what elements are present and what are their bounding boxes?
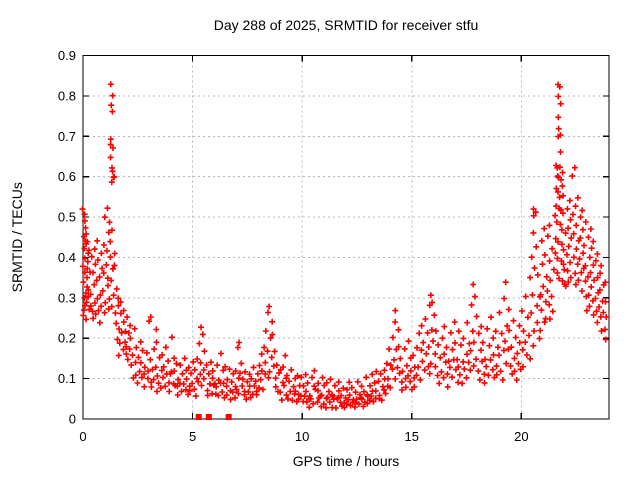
chart-title: Day 288 of 2025, SRMTID for receiver stf… — [214, 17, 479, 33]
y-tick-label: 0.9 — [58, 48, 76, 63]
x-tick-label: 20 — [514, 429, 528, 444]
gridlines — [83, 55, 609, 419]
tick-marks — [82, 54, 609, 420]
y-tick-label: 0.3 — [58, 290, 76, 305]
y-axis-label: SRMTID / TECUs — [9, 182, 25, 292]
x-tick-labels: 0 5 10 15 20 — [79, 429, 528, 444]
y-tick-label: 0.6 — [58, 169, 76, 184]
y-tick-label: 0.1 — [58, 371, 76, 386]
y-tick-label: 0.4 — [58, 250, 76, 265]
y-tick-label: 0 — [69, 412, 76, 427]
x-axis-label: GPS time / hours — [293, 453, 400, 469]
x-tick-label: 10 — [295, 429, 309, 444]
scatter-series-flagged-zero — [195, 414, 232, 420]
plot-border — [82, 54, 610, 420]
y-tick-label: 0.8 — [58, 88, 76, 103]
y-tick-label: 0.7 — [58, 129, 76, 144]
y-tick-label: 0.2 — [58, 331, 76, 346]
x-tick-label: 5 — [189, 429, 196, 444]
x-tick-label: 0 — [79, 429, 86, 444]
scatter-series-srmtid — [79, 81, 610, 411]
y-tick-label: 0.5 — [58, 210, 76, 225]
y-tick-labels: 0 0.1 0.2 0.3 0.4 0.5 0.6 0.7 0.8 0.9 — [58, 48, 76, 427]
x-tick-label: 15 — [405, 429, 419, 444]
